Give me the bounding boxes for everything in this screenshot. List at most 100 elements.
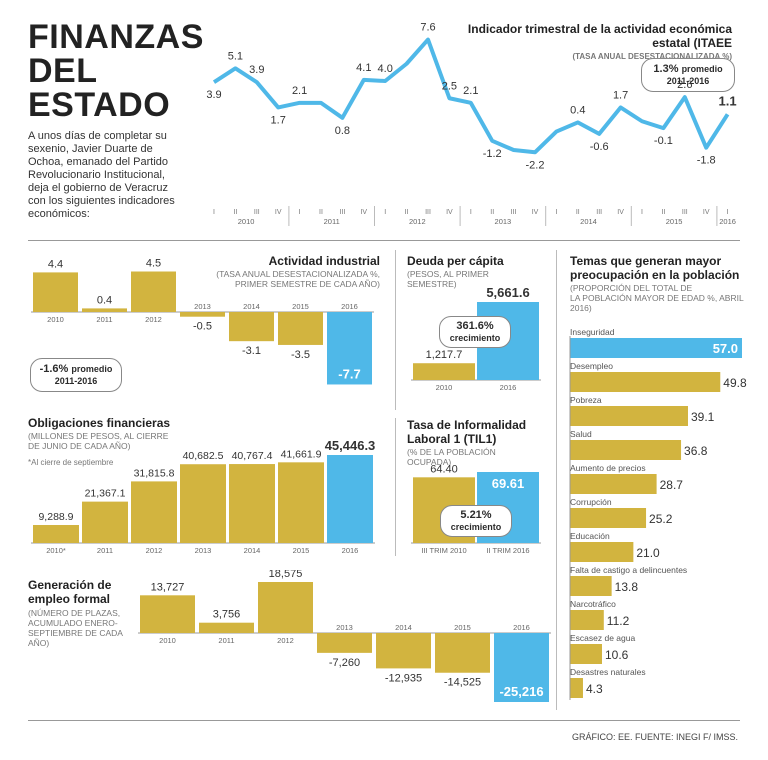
temas-title-line: Temas que generan mayor xyxy=(570,254,722,268)
temas-bar xyxy=(570,678,583,698)
temas-bar xyxy=(570,372,721,392)
obligaciones-bar-chart: 9,288.9 2010* 21,367.1 2011 31,815.8 2012 40,6… xyxy=(31,438,375,555)
itaee-year-label: 2012 xyxy=(409,217,426,226)
actividad-title: Actividad industrial xyxy=(268,254,380,268)
temas-value-label: 4.3 xyxy=(586,682,603,696)
itaee-data-label: 4.0 xyxy=(378,63,393,75)
empleo-category-label: 2011 xyxy=(218,636,234,645)
temas-subtitle-line: 2016) xyxy=(570,303,592,313)
title-line: DEL xyxy=(28,52,98,90)
itaee-quarter-label: II xyxy=(661,209,665,216)
itaee-quarter-label: III xyxy=(682,209,688,216)
til1-title: Tasa de Informalidad Laboral 1 (TIL1) xyxy=(407,418,526,446)
itaee-quarter-label: I xyxy=(727,209,729,216)
til1-title-line: Laboral 1 (TIL1) xyxy=(407,432,497,446)
temas-bar xyxy=(570,338,742,358)
actividad-category-label: 2010 xyxy=(47,315,64,324)
itaee-year-label: 2016 xyxy=(719,217,736,226)
actividad-value-label: 4.4 xyxy=(48,258,63,270)
empleo-subtitle: (NÚMERO DE PLAZAS, ACUMULADO ENERO- SEPT… xyxy=(28,608,123,648)
til1-bar-chart: 64.40 III TRIM 2010 69.61 II TRIM 2016 xyxy=(411,463,541,555)
itaee-quarter-label: IV xyxy=(360,209,367,216)
temas-value-label: 21.0 xyxy=(636,546,660,560)
actividad-category-label: 2016 xyxy=(341,302,358,311)
itaee-quarter-label: III xyxy=(425,209,431,216)
obligaciones-value-label: 9,288.9 xyxy=(38,511,73,523)
itaee-data-label: 2.6 xyxy=(677,79,692,91)
itaee-quarter-label: IV xyxy=(617,209,624,216)
itaee-quarter-label: III xyxy=(596,209,602,216)
title-line: FINANZAS xyxy=(28,18,204,56)
itaee-data-label: -2.2 xyxy=(526,159,545,171)
itaee-quarter-label: IV xyxy=(532,209,539,216)
temas-bar xyxy=(570,542,634,562)
actividad-bar xyxy=(327,312,372,385)
itaee-line-chart: 3.9 5.1 3.9 1.7 2.1 0.8 4.1 4.0 7.6 2.5 2.1 -1.2 -2.… xyxy=(206,22,737,226)
empleo-value-label: 18,575 xyxy=(269,570,303,580)
obligaciones-bar xyxy=(131,481,177,543)
actividad-bar xyxy=(33,272,78,312)
deuda-badge-word: crecimiento xyxy=(449,333,501,343)
actividad-bar xyxy=(82,308,127,312)
itaee-data-label: 3.9 xyxy=(206,89,221,101)
obligaciones-category-label: 2014 xyxy=(244,546,261,555)
obligaciones-title: Obligaciones financieras xyxy=(28,416,171,430)
temas-category-label: Inseguridad xyxy=(570,327,615,337)
empleo-subtitle-line: (NÚMERO DE PLAZAS, xyxy=(28,608,121,618)
actividad-bar xyxy=(180,312,225,317)
itaee-data-label: -1.2 xyxy=(483,148,502,160)
itaee-quarter-label: I xyxy=(470,209,472,216)
deuda-badge-value: 361.6% xyxy=(456,320,494,332)
obligaciones-bar xyxy=(82,501,128,543)
empleo-value-label: -12,935 xyxy=(385,672,422,684)
obligaciones-subtitle-line: (MILLONES DE PESOS, AL CIERRE xyxy=(28,431,169,441)
itaee-badge-word: promedio xyxy=(681,64,723,74)
deuda-value-label: 1,217.7 xyxy=(426,349,463,361)
actividad-badge-word: promedio xyxy=(71,364,113,374)
itaee-data-label: 2.1 xyxy=(463,85,478,97)
actividad-badge-value: -1.6% xyxy=(39,363,69,375)
itaee-data-label: 0.8 xyxy=(335,125,350,137)
temas-value-label: 10.6 xyxy=(605,648,629,662)
itaee-quarter-label: I xyxy=(555,209,557,216)
actividad-badge-period: 2011-2016 xyxy=(54,376,98,386)
itaee-quarter-label: III xyxy=(254,209,260,216)
obligaciones-category-label: 2010* xyxy=(46,546,66,555)
temas-category-label: Pobreza xyxy=(570,395,602,405)
actividad-value-label: 4.5 xyxy=(146,258,161,270)
title-line: ESTADO xyxy=(28,86,171,124)
obligaciones-category-label: 2015 xyxy=(293,546,310,555)
empleo-value-label: -14,525 xyxy=(444,677,481,689)
temas-bar xyxy=(570,474,657,494)
itaee-data-label: 5.1 xyxy=(228,50,243,62)
itaee-quarter-label: I xyxy=(384,209,386,216)
empleo-category-label: 2016 xyxy=(513,623,530,632)
obligaciones-bar xyxy=(278,462,324,543)
itaee-title-text: Indicador trimestral de la actividad eco… xyxy=(467,22,732,50)
temas-category-label: Narcotráfico xyxy=(570,599,616,609)
til1-subtitle-line: (% DE LA POBLACIÓN xyxy=(407,447,496,457)
temas-bar xyxy=(570,610,604,630)
obligaciones-value-label: 31,815.8 xyxy=(134,467,175,479)
temas-value-label: 39.1 xyxy=(691,410,715,424)
obligaciones-value-label: 21,367.1 xyxy=(85,488,126,500)
itaee-title: Indicador trimestral de la actividad eco… xyxy=(432,22,732,62)
actividad-category-label: 2015 xyxy=(292,302,309,311)
divider xyxy=(395,418,396,556)
temas-title-line: preocupación en la población xyxy=(570,268,740,282)
til1-badge-value: 5.21% xyxy=(460,509,492,521)
itaee-quarter-label: I xyxy=(299,209,301,216)
obligaciones-value-label: 40,767.4 xyxy=(232,450,273,462)
temas-subtitle-line: (PROPORCIÓN DEL TOTAL DE xyxy=(570,283,693,293)
actividad-value-label: -3.1 xyxy=(242,345,261,357)
deuda-subtitle: (PESOS, AL PRIMER SEMESTRE) xyxy=(407,269,489,289)
obligaciones-bar xyxy=(33,525,79,543)
temas-category-label: Salud xyxy=(570,429,592,439)
temas-category-label: Desempleo xyxy=(570,361,613,371)
itaee-data-label: 1.7 xyxy=(613,89,628,101)
itaee-year-label: 2011 xyxy=(324,217,340,226)
divider xyxy=(556,250,557,710)
actividad-value-label: -0.5 xyxy=(193,321,212,333)
itaee-quarter-label: II xyxy=(319,209,323,216)
actividad-subtitle: (TASA ANUAL DESESTACIONALIZADA %, PRIMER… xyxy=(200,269,380,289)
